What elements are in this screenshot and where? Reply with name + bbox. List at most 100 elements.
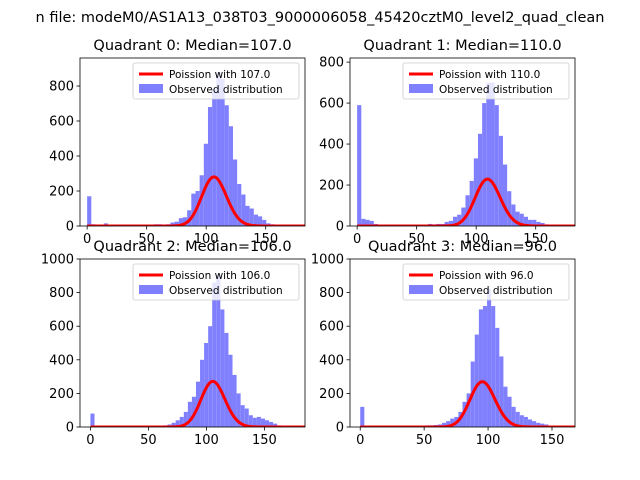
y-tick-label: 400: [49, 353, 74, 368]
observed-bar: [199, 175, 204, 226]
observed-bar: [175, 420, 180, 427]
observed-bar: [462, 401, 467, 427]
y-tick-label: 0: [336, 421, 344, 436]
observed-bar: [503, 386, 508, 427]
subplot-title: Quadrant 0: Median=107.0: [93, 38, 291, 54]
observed-bar: [248, 415, 253, 427]
y-tick-label: 0: [66, 220, 74, 235]
legend-bar-swatch: [409, 84, 433, 93]
y-tick-label: 0: [66, 421, 74, 436]
observed-bar: [519, 415, 524, 427]
observed-bar: [182, 217, 188, 226]
y-tick-label: 400: [319, 353, 344, 368]
x-tick-label: 0: [83, 232, 91, 247]
observed-bar: [491, 306, 496, 427]
observed-bar: [269, 421, 274, 427]
observed-bar: [466, 393, 471, 427]
observed-bar: [257, 216, 263, 226]
observed-bar: [474, 334, 479, 427]
legend: Poission with 107.0 Observed distribution: [132, 62, 300, 100]
observed-bar: [511, 204, 516, 226]
observed-bar: [220, 309, 225, 427]
observed-bar: [527, 219, 533, 226]
observed-bar: [499, 356, 504, 427]
observed-bar: [240, 405, 245, 427]
observed-bar: [361, 218, 366, 226]
observed-bar: [256, 416, 261, 427]
observed-bar: [527, 419, 533, 427]
x-tick-label: 50: [408, 232, 425, 247]
x-tick-label: 0: [86, 433, 94, 448]
observed-bar: [536, 422, 541, 427]
observed-bar: [232, 159, 238, 226]
observed-bar: [212, 89, 217, 226]
y-tick-label: 800: [49, 286, 74, 301]
legend-box: [402, 263, 570, 301]
legend-label-observed: Observed distribution: [169, 84, 283, 96]
x-tick-label: 150: [523, 232, 548, 247]
observed-bar: [245, 205, 250, 226]
axes-frame: [349, 57, 576, 227]
observed-bar: [450, 418, 455, 427]
y-tick-label: 400: [319, 138, 344, 153]
observed-bar: [244, 408, 249, 427]
x-tick-label: 100: [194, 433, 219, 448]
observed-bar: [191, 193, 196, 226]
legend-label-observed: Observed distribution: [439, 285, 553, 297]
observed-bar: [204, 343, 209, 427]
observed-bar: [174, 221, 179, 226]
x-tick-label: 0: [353, 232, 361, 247]
figure-suptitle: n file: modeM0/AS1A13_038T03_9000006058_…: [36, 10, 605, 26]
y-tick-label: 800: [319, 286, 344, 301]
legend-bar-swatch: [409, 285, 433, 294]
observed-bar: [171, 422, 176, 427]
observed-bar: [236, 393, 241, 427]
subplot-title: Quadrant 2: Median=106.0: [93, 239, 291, 255]
observed-bar: [253, 214, 258, 226]
legend-box: [402, 62, 570, 100]
y-tick-label: 600: [319, 97, 344, 112]
observed-bar: [262, 219, 267, 226]
observed-bar: [224, 332, 229, 427]
observed-bar: [260, 418, 265, 427]
y-tick-label: 200: [49, 185, 74, 200]
observed-bar: [482, 103, 487, 226]
axes-frame: [349, 258, 576, 428]
y-tick-label: 400: [49, 150, 74, 165]
observed-bar: [452, 216, 458, 226]
observed-bar: [187, 401, 192, 427]
observed-bar: [490, 82, 495, 226]
observed-bar: [207, 107, 213, 226]
observed-bar: [357, 105, 362, 226]
y-tick-label: 0: [336, 220, 344, 235]
axes-frame: [79, 57, 306, 227]
observed-bar: [532, 421, 537, 427]
y-tick-label: 200: [319, 387, 344, 402]
subplot-title: Quadrant 1: Median=110.0: [363, 38, 561, 54]
x-tick-label: 100: [464, 232, 489, 247]
observed-bar: [237, 184, 242, 226]
observed-bar: [365, 219, 370, 226]
observed-bar: [252, 417, 257, 427]
observed-bar: [183, 411, 188, 427]
subplot-title: Quadrant 3: Median=96.0: [368, 239, 557, 255]
observed-bar: [457, 214, 462, 226]
observed-bar: [482, 306, 488, 427]
subplot-quadrant-2: 0 50 100 150 0 200 400 600 800 1000 Quadrant 2: Me…: [41, 239, 306, 448]
subplot-quadrant-1: 0 50 100 150 0 200 400 600 800 Quadrant 1: Median…: [319, 38, 576, 247]
observed-bar: [273, 423, 278, 427]
observed-bar: [487, 289, 492, 427]
x-tick-label: 150: [253, 232, 278, 247]
legend-label-poisson: Poission with 96.0: [439, 270, 534, 282]
poisson-curve: [90, 379, 305, 427]
x-tick-label: 50: [138, 232, 155, 247]
observed-bar: [494, 105, 499, 226]
observed-bar: [220, 79, 225, 226]
legend-label-observed: Observed distribution: [169, 285, 283, 297]
observed-bar: [536, 221, 541, 226]
observed-bar: [515, 411, 520, 427]
observed-bar: [507, 191, 512, 226]
subplot-quadrant-3: 0 50 100 150 0 200 400 600 800 1000 Quadrant 3: Me…: [311, 239, 576, 448]
y-tick-label: 600: [49, 115, 74, 130]
